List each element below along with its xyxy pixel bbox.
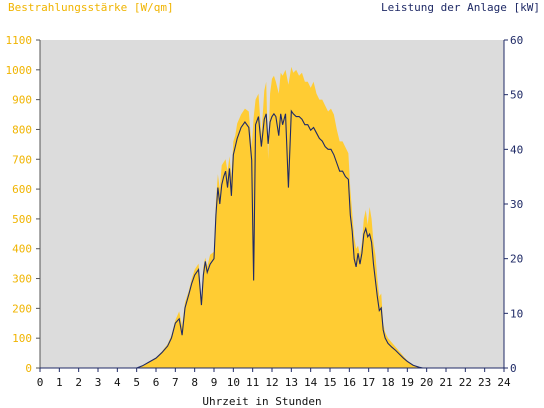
left-tick-label: 400 bbox=[12, 243, 32, 256]
left-axis-title: Bestrahlungsstärke [W/qm] bbox=[8, 1, 174, 14]
x-tick-label: 5 bbox=[133, 376, 140, 389]
left-tick-label: 600 bbox=[12, 183, 32, 196]
x-tick-label: 10 bbox=[227, 376, 240, 389]
x-tick-label: 20 bbox=[420, 376, 433, 389]
left-tick-label: 200 bbox=[12, 302, 32, 315]
irradiance-area bbox=[40, 66, 504, 368]
x-tick-label: 22 bbox=[459, 376, 472, 389]
x-tick-label: 6 bbox=[153, 376, 160, 389]
left-axis-ticks: 0 100 200 300 400 500 600 700 800 900 1000 1100 bbox=[6, 34, 40, 375]
x-tick-label: 13 bbox=[285, 376, 298, 389]
left-tick-label: 500 bbox=[12, 213, 32, 226]
right-tick-label: 0 bbox=[510, 362, 517, 375]
x-tick-label: 17 bbox=[362, 376, 375, 389]
x-tick-label: 1 bbox=[56, 376, 63, 389]
x-tick-label: 0 bbox=[37, 376, 44, 389]
x-axis-title: Uhrzeit in Stunden bbox=[202, 395, 321, 408]
right-tick-label: 50 bbox=[510, 89, 523, 102]
x-tick-label: 16 bbox=[343, 376, 356, 389]
x-tick-label: 7 bbox=[172, 376, 179, 389]
right-tick-label: 60 bbox=[510, 34, 523, 47]
x-tick-label: 8 bbox=[191, 376, 198, 389]
x-tick-label: 12 bbox=[265, 376, 278, 389]
x-tick-label: 18 bbox=[381, 376, 394, 389]
left-tick-label: 800 bbox=[12, 123, 32, 136]
left-tick-label: 700 bbox=[12, 153, 32, 166]
x-tick-label: 24 bbox=[497, 376, 511, 389]
left-tick-label: 100 bbox=[12, 332, 32, 345]
right-axis-title: Leistung der Anlage [kW] bbox=[381, 1, 540, 14]
x-tick-label: 23 bbox=[478, 376, 491, 389]
x-tick-label: 14 bbox=[304, 376, 318, 389]
x-tick-label: 3 bbox=[95, 376, 102, 389]
x-tick-label: 4 bbox=[114, 376, 121, 389]
right-axis-ticks: 0 10 20 30 40 50 60 bbox=[504, 34, 523, 375]
right-tick-label: 40 bbox=[510, 143, 523, 156]
x-tick-label: 19 bbox=[401, 376, 414, 389]
x-axis-ticks: 0 1 2 3 4 5 6 7 8 9 10 11 12 13 14 15 16 17 18 19 20 21 22 23 24 bbox=[37, 368, 511, 389]
x-tick-label: 21 bbox=[439, 376, 452, 389]
x-tick-label: 9 bbox=[211, 376, 218, 389]
power-line bbox=[40, 109, 504, 369]
left-tick-label: 300 bbox=[12, 273, 32, 286]
right-tick-label: 10 bbox=[510, 307, 523, 320]
left-tick-label: 1000 bbox=[6, 64, 33, 77]
left-tick-label: 0 bbox=[25, 362, 32, 375]
x-tick-label: 15 bbox=[323, 376, 336, 389]
left-tick-label: 1100 bbox=[6, 34, 33, 47]
left-tick-label: 900 bbox=[12, 94, 32, 107]
right-tick-label: 20 bbox=[510, 253, 523, 266]
right-tick-label: 30 bbox=[510, 198, 523, 211]
x-tick-label: 2 bbox=[75, 376, 82, 389]
x-tick-label: 11 bbox=[246, 376, 259, 389]
